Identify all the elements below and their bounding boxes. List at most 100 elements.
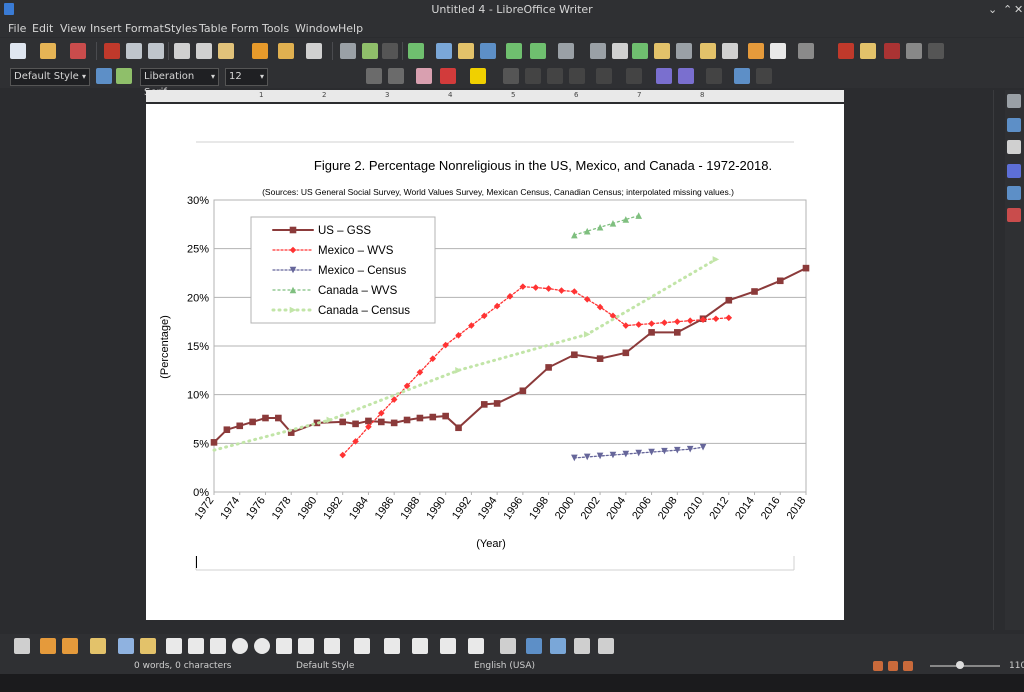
open-folder-icon[interactable] — [40, 43, 56, 59]
language-status[interactable]: English (USA) — [474, 661, 536, 671]
menu-insert[interactable]: Insert — [90, 22, 122, 35]
find-replace-icon[interactable] — [340, 43, 356, 59]
error-icon[interactable] — [884, 43, 900, 59]
vertical-scrollbar[interactable] — [993, 90, 1004, 630]
freeform-icon[interactable] — [140, 638, 156, 654]
paragraph-spacing-icon[interactable] — [734, 68, 750, 84]
save-icon[interactable] — [70, 43, 86, 59]
undo-icon[interactable] — [278, 43, 294, 59]
new-document-icon[interactable] — [10, 43, 26, 59]
close-icon[interactable]: ✕ — [1014, 3, 1024, 16]
basic-shapes-icon[interactable] — [770, 43, 786, 59]
properties-icon[interactable] — [1007, 94, 1021, 108]
menu-help[interactable]: Help — [338, 22, 364, 35]
align-center-icon[interactable] — [525, 68, 541, 84]
manage-changes-icon[interactable] — [1007, 208, 1021, 222]
settings-gear-icon[interactable] — [906, 43, 922, 59]
menu-tools[interactable]: Tools — [262, 22, 290, 35]
more-tools-icon[interactable] — [928, 43, 944, 59]
menu-format[interactable]: Format — [125, 22, 164, 35]
insert-table-icon[interactable] — [408, 43, 424, 59]
arrow-line-icon[interactable] — [62, 638, 78, 654]
right-triangle-icon[interactable] — [298, 638, 314, 654]
navigator-icon[interactable] — [1007, 186, 1021, 200]
clear-formatting-icon[interactable] — [416, 68, 432, 84]
horizontal-ruler[interactable]: 1 2 3 4 5 6 7 8 — [146, 90, 844, 102]
bullets-icon[interactable] — [596, 68, 612, 84]
line-icon[interactable] — [748, 43, 764, 59]
font-name-select[interactable]: Liberation Serif▾ — [140, 68, 219, 98]
clone-formatting-icon[interactable] — [252, 43, 268, 59]
justify-icon[interactable] — [569, 68, 585, 84]
footnote-icon[interactable] — [612, 43, 628, 59]
print-preview-icon[interactable] — [148, 43, 164, 59]
smiley-icon[interactable] — [354, 638, 370, 654]
font-color-icon[interactable] — [440, 68, 456, 84]
spelling-icon[interactable] — [362, 43, 378, 59]
single-page-view-icon[interactable] — [873, 661, 883, 671]
redo-icon[interactable] — [306, 43, 322, 59]
insert-chart-icon[interactable] — [458, 43, 474, 59]
menu-window[interactable]: Window — [295, 22, 339, 35]
document-page[interactable]: Figure 2. Percentage Nonreligious in the… — [146, 104, 844, 620]
toggle-extrusion-icon[interactable] — [574, 638, 590, 654]
draw-line-icon[interactable] — [40, 638, 56, 654]
zoom-slider[interactable] — [930, 665, 1000, 667]
comment-icon[interactable] — [700, 43, 716, 59]
update-style-icon[interactable] — [96, 68, 112, 84]
highlight-icon[interactable] — [470, 68, 486, 84]
word-count[interactable]: 0 words, 0 characters — [134, 661, 232, 671]
menu-file[interactable]: File — [8, 22, 27, 35]
decrease-indent-icon[interactable] — [678, 68, 694, 84]
font-size-select[interactable]: 12 ▾ — [225, 68, 268, 86]
paragraph-style-select[interactable]: Default Style ▾ — [10, 68, 90, 86]
bookmark-icon[interactable] — [654, 43, 670, 59]
insert-textbox-icon[interactable] — [480, 43, 496, 59]
print-icon[interactable] — [126, 43, 142, 59]
export-pdf-icon[interactable] — [104, 43, 120, 59]
formatting-marks-icon[interactable] — [382, 43, 398, 59]
maximize-icon[interactable]: ⌃ — [1003, 3, 1013, 16]
endnote-icon[interactable] — [632, 43, 648, 59]
page-break-icon[interactable] — [506, 43, 522, 59]
square-icon[interactable] — [210, 638, 226, 654]
menu-form[interactable]: Form — [231, 22, 259, 35]
insert-textbox-draw-icon[interactable] — [500, 638, 516, 654]
insert-field-icon[interactable] — [530, 43, 546, 59]
track-changes-icon[interactable] — [722, 43, 738, 59]
fontwork-icon[interactable] — [526, 638, 542, 654]
callout-icon[interactable] — [440, 638, 456, 654]
flowchart-icon[interactable] — [468, 638, 484, 654]
multi-page-view-icon[interactable] — [888, 661, 898, 671]
superscript-icon[interactable] — [366, 68, 382, 84]
menu-edit[interactable]: Edit — [32, 22, 54, 35]
diamond-icon[interactable] — [324, 638, 340, 654]
circle-icon[interactable] — [254, 638, 270, 654]
curve-icon[interactable] — [90, 638, 106, 654]
copy-icon[interactable] — [196, 43, 212, 59]
rounded-rectangle-icon[interactable] — [188, 638, 204, 654]
new-style-icon[interactable] — [116, 68, 132, 84]
book-view-icon[interactable] — [903, 661, 913, 671]
polygon-icon[interactable] — [118, 638, 134, 654]
paste-icon[interactable] — [218, 43, 234, 59]
show-draw-functions-icon[interactable] — [798, 43, 814, 59]
font-glyph-icon[interactable] — [550, 638, 566, 654]
line-spacing-icon[interactable] — [706, 68, 722, 84]
macro-icon[interactable] — [838, 43, 854, 59]
menu-styles[interactable]: Styles — [164, 22, 198, 35]
minimize-icon[interactable]: ⌄ — [988, 3, 998, 16]
rectangle-icon[interactable] — [166, 638, 182, 654]
increase-indent-icon[interactable] — [656, 68, 672, 84]
triangle-icon[interactable] — [276, 638, 292, 654]
special-character-icon[interactable] — [558, 43, 574, 59]
styles-icon[interactable] — [1007, 140, 1021, 154]
page-icon[interactable] — [1007, 118, 1021, 132]
hyperlink-icon[interactable] — [590, 43, 606, 59]
insert-image-icon[interactable] — [436, 43, 452, 59]
menu-table[interactable]: Table — [199, 22, 228, 35]
double-arrow-icon[interactable] — [384, 638, 400, 654]
select-pointer-icon[interactable] — [14, 638, 30, 654]
star-icon[interactable] — [412, 638, 428, 654]
subscript-icon[interactable] — [388, 68, 404, 84]
